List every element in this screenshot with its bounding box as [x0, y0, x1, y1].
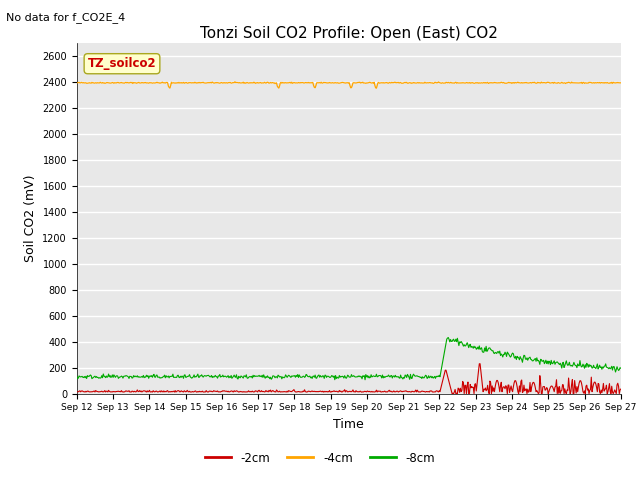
X-axis label: Time: Time — [333, 418, 364, 431]
Legend: -2cm, -4cm, -8cm: -2cm, -4cm, -8cm — [200, 447, 440, 469]
Y-axis label: Soil CO2 (mV): Soil CO2 (mV) — [24, 175, 36, 262]
Text: No data for f_CO2E_4: No data for f_CO2E_4 — [6, 12, 125, 23]
Text: TZ_soilco2: TZ_soilco2 — [88, 57, 156, 70]
Title: Tonzi Soil CO2 Profile: Open (East) CO2: Tonzi Soil CO2 Profile: Open (East) CO2 — [200, 25, 498, 41]
